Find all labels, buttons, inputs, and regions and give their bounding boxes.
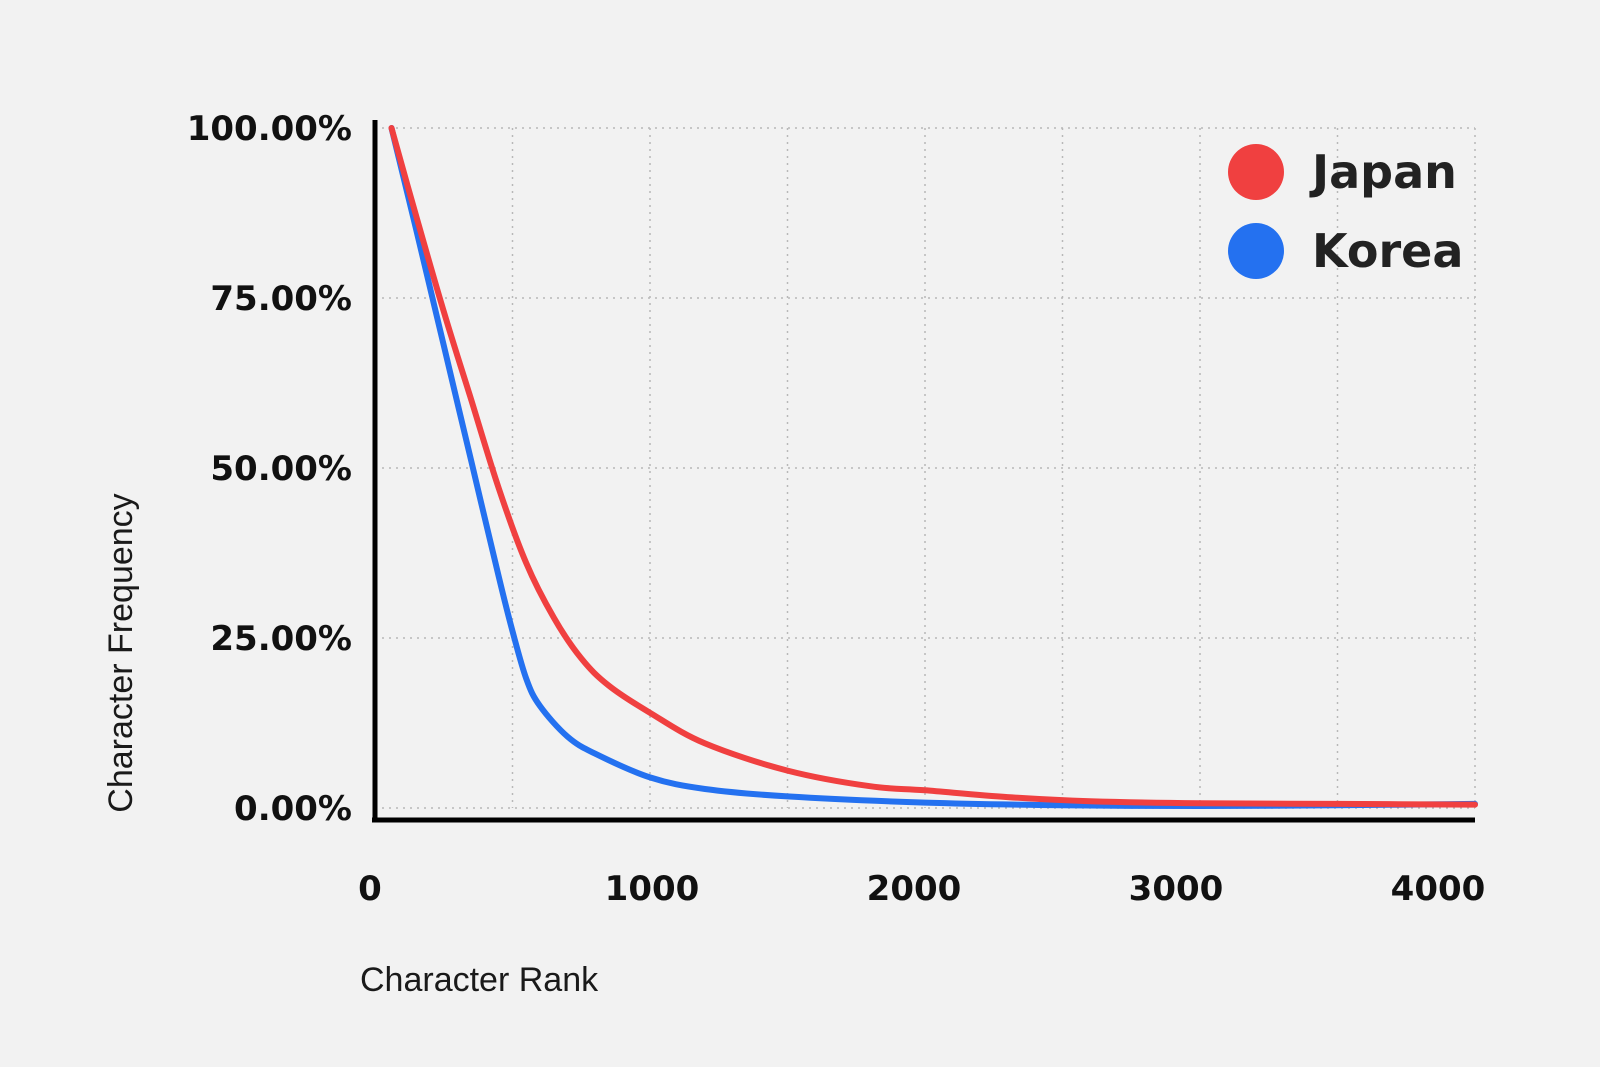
x-tick-label: 4000	[1391, 869, 1486, 909]
y-tick-label: 25.00%	[210, 619, 352, 659]
legend-marker-korea	[1228, 223, 1284, 279]
y-tick-label: 100.00%	[187, 109, 352, 149]
x-axis-title: Character Rank	[360, 961, 599, 999]
series-line-korea	[388, 125, 1478, 809]
x-tick-label: 1000	[605, 869, 700, 909]
legend-label-japan: Japan	[1309, 145, 1457, 199]
x-tick-label: 3000	[1129, 869, 1224, 909]
y-tick-label: 0.00%	[234, 789, 352, 829]
series-lines	[388, 125, 1478, 809]
x-tick-label: 0	[358, 869, 382, 909]
y-tick-label: 50.00%	[210, 449, 352, 489]
y-tick-label: 75.00%	[210, 279, 352, 319]
series-line-japan	[388, 125, 1478, 808]
legend: Japan Korea	[1228, 144, 1463, 279]
legend-label-korea: Korea	[1312, 224, 1463, 278]
axes	[372, 120, 1475, 823]
y-tick-labels: 0.00% 25.00% 50.00% 75.00% 100.00%	[187, 109, 352, 829]
x-tick-labels: 0 1000 2000 3000 4000	[358, 869, 1485, 909]
x-tick-label: 2000	[867, 869, 962, 909]
legend-marker-japan	[1228, 144, 1284, 200]
grid	[375, 127, 1476, 809]
y-axis-title: Character Frequency	[102, 493, 140, 812]
